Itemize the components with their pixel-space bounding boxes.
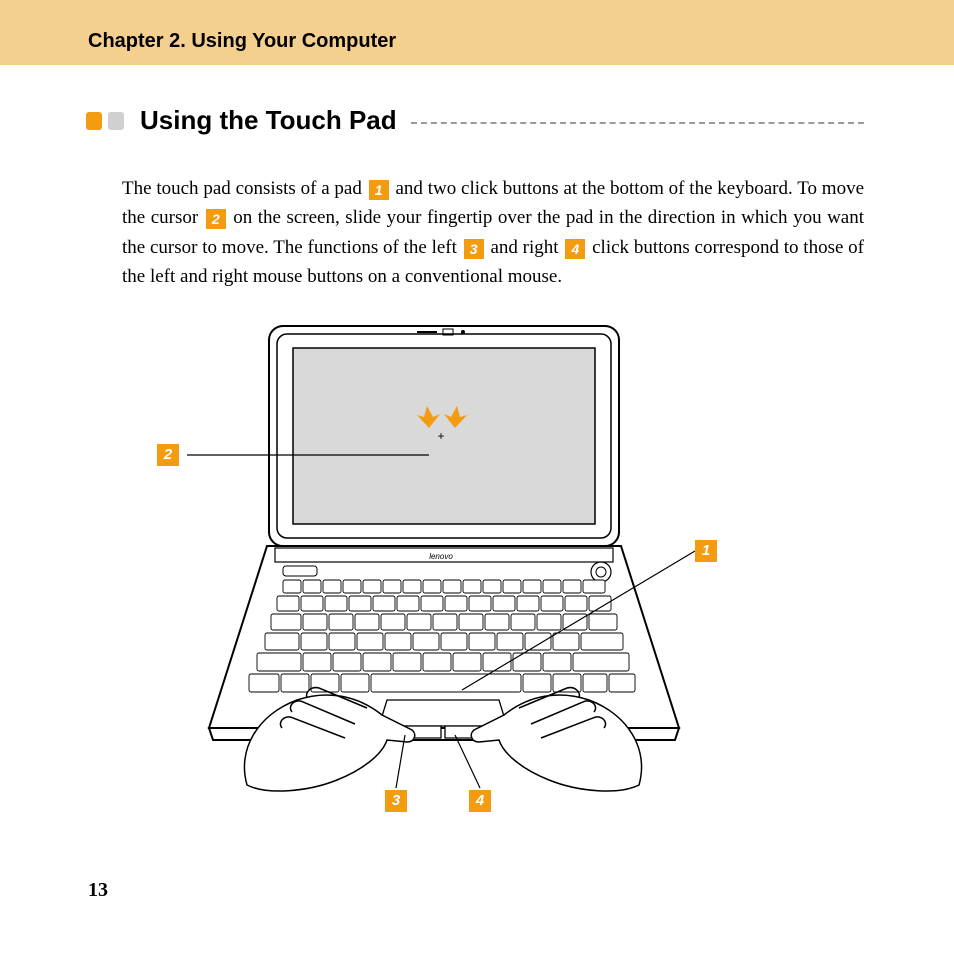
chapter-header-band: Chapter 2. Using Your Computer [0, 0, 954, 65]
page-number: 13 [88, 879, 108, 902]
figure-callout-3: 3 [385, 790, 407, 812]
body-segment-3: and right [490, 237, 563, 258]
page-content: Using the Touch Pad The touch pad consis… [0, 65, 954, 820]
figure-callout-1: 1 [695, 540, 717, 562]
heading-bullet-primary [86, 112, 102, 130]
laptop-illustration: + lenovo [187, 320, 767, 820]
inline-callout-1: 1 [369, 180, 389, 200]
laptop-figure: + lenovo [187, 320, 767, 820]
inline-callout-2: 2 [206, 209, 226, 229]
svg-text:+: + [437, 429, 444, 443]
section-heading: Using the Touch Pad [86, 105, 864, 136]
heading-bullet-secondary [108, 112, 124, 130]
inline-callout-4: 4 [565, 239, 585, 259]
figure-callout-2: 2 [157, 444, 179, 466]
chapter-title: Chapter 2. Using Your Computer [88, 30, 954, 53]
body-segment-0: The touch pad consists of a pad [122, 178, 367, 199]
inline-callout-3: 3 [464, 239, 484, 259]
section-title: Using the Touch Pad [140, 105, 397, 136]
figure-callout-4: 4 [469, 790, 491, 812]
heading-dash-line [411, 122, 864, 124]
body-paragraph: The touch pad consists of a pad 1 and tw… [122, 174, 864, 292]
svg-text:lenovo: lenovo [429, 552, 453, 561]
